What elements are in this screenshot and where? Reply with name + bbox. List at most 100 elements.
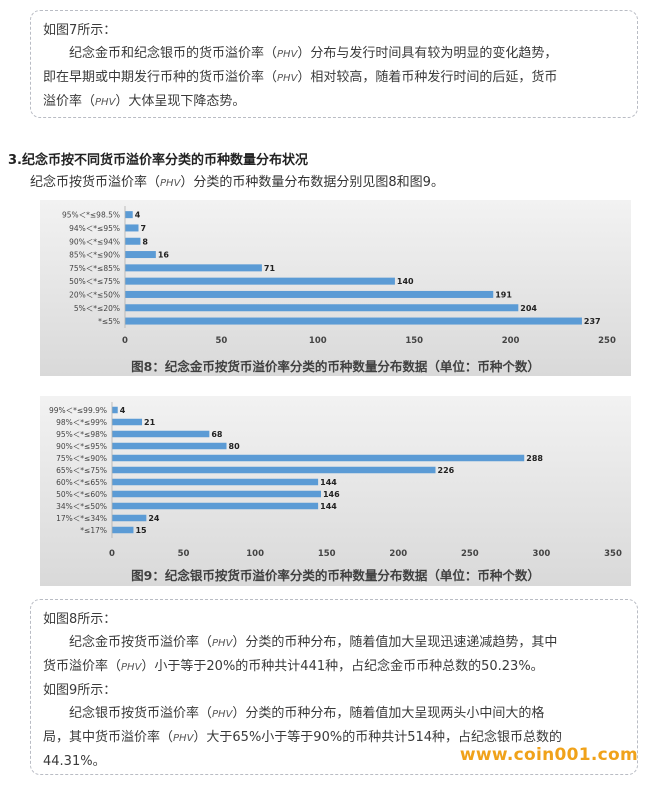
note-box-fig8-9: 如图8所示： 纪念金币按货币溢价率（PHV）分类的币种分布，随着值加大呈现迅速递… (30, 599, 638, 775)
category-label: 99%＜*≤99.9% (49, 406, 107, 415)
category-label: 17%＜*≤34% (56, 514, 107, 523)
bar (125, 224, 139, 232)
category-label: 98%＜*≤99% (56, 418, 107, 427)
note-text: ）相对较高，随着币种发行时间的后延，货币 (297, 70, 558, 85)
note-text: ）分类的币种分布，随着值加大呈现两头小中间大的格 (232, 706, 545, 721)
note-paragraph: 纪念金币按货币溢价率（PHV）分类的币种分布，随着值加大呈现迅速递减趋势，其中 (43, 631, 625, 655)
category-label: 5%＜*≤20% (74, 304, 120, 313)
bar (112, 454, 525, 462)
category-label: 50%＜*≤60% (56, 490, 107, 499)
note-text: ）大于65%小于等于90%的币种共计514种，占纪念银币总数的 (193, 730, 563, 745)
note-heading: 如图9所示： (43, 683, 117, 698)
category-label: 85%＜*≤90% (69, 251, 120, 260)
category-label: 50%＜*≤75% (69, 277, 120, 286)
phv-symbol: PHV (277, 73, 298, 84)
note-paragraph: 纪念银币按货币溢价率（PHV）分类的币种分布，随着值加大呈现两头小中间大的格 (43, 702, 625, 726)
note-paragraph: 即在早期或中期发行币种的货币溢价率（PHV）相对较高，随着币种发行时间的后延，货… (43, 66, 625, 90)
category-label: 65%＜*≤75% (56, 466, 107, 475)
note-text: 即在早期或中期发行币种的货币溢价率（ (43, 70, 278, 85)
bar (112, 430, 210, 438)
category-label: 90%＜*≤95% (56, 442, 107, 451)
note-text: 纪念银币按货币溢价率（ (69, 706, 213, 721)
note-text: 纪念金币和纪念银币的货币溢价率（ (69, 46, 278, 61)
bar (125, 290, 494, 298)
note-paragraph: 局，其中货币溢价率（PHV）大于65%小于等于90%的币种共计514种，占纪念银… (43, 726, 625, 750)
x-tick-label: 250 (598, 336, 616, 346)
chart-fig8-caption: 图8：纪念金币按货币溢价率分类的币种数量分布数据（单位：币种个数） (131, 359, 540, 374)
chart-fig8-plot: 95%＜*≤98.5% 4 94%＜*≤95% 7 90%＜*≤94% 8 85%＜*≤90… (62, 206, 616, 346)
bar (125, 237, 141, 245)
category-label: 20%＜*≤50% (69, 290, 120, 299)
phv-symbol: PHV (121, 662, 142, 673)
bar (112, 406, 118, 414)
section-subtitle: 纪念币按货币溢价率（PHV）分类的币种数量分布数据分别见图8和图9。 (30, 171, 444, 190)
data-label: 204 (520, 304, 537, 313)
bar (125, 251, 156, 259)
x-tick-label: 150 (405, 336, 423, 346)
x-tick-label: 150 (318, 549, 336, 559)
bar (125, 264, 262, 272)
note-box-fig7: 如图7所示： 纪念金币和纪念银币的货币溢价率（PHV）分布与发行时间具有较为明显… (30, 10, 638, 118)
category-label: 90%＜*≤94% (69, 237, 120, 246)
phv-symbol: PHV (160, 178, 181, 189)
data-label: 4 (120, 406, 126, 415)
x-tick-label: 0 (122, 336, 128, 346)
category-label: 75%＜*≤90% (56, 454, 107, 463)
category-label: *≤17% (80, 526, 107, 535)
data-label: 144 (320, 502, 337, 511)
note-heading: 如图7所示： (43, 23, 117, 38)
bar (125, 211, 133, 219)
bar (125, 304, 519, 312)
data-label: 8 (142, 237, 148, 246)
x-tick-label: 200 (389, 549, 407, 559)
data-label: 7 (140, 224, 146, 233)
x-tick-label: 0 (109, 549, 115, 559)
note-paragraph: 44.31%。 (43, 754, 106, 769)
chart-fig9-caption: 图9：纪念银币按货币溢价率分类的币种数量分布数据（单位：币种个数） (131, 568, 540, 583)
data-label: 71 (264, 264, 276, 273)
category-label: 94%＜*≤95% (69, 224, 120, 233)
data-label: 226 (438, 466, 455, 475)
data-label: 191 (495, 290, 512, 299)
category-label: 60%＜*≤65% (56, 478, 107, 487)
phv-symbol: PHV (212, 709, 233, 720)
phv-symbol: PHV (173, 733, 194, 744)
x-tick-label: 250 (461, 549, 479, 559)
note-text: 局，其中货币溢价率（ (43, 730, 174, 745)
phv-symbol: PHV (277, 49, 298, 60)
bar (112, 526, 134, 534)
section-title: 3.纪念币按不同货币溢价率分类的币种数量分布状况 (8, 153, 308, 168)
data-label: 80 (229, 442, 241, 451)
data-label: 144 (320, 478, 337, 487)
data-label: 288 (526, 454, 543, 463)
note-text: 溢价率（ (43, 94, 96, 109)
phv-symbol: PHV (212, 638, 233, 649)
x-tick-label: 100 (309, 336, 327, 346)
note-text: ）大体呈现下降态势。 (115, 94, 246, 109)
note-text: ）分类的币种分布，随着值加大呈现迅速递减趋势，其中 (232, 635, 558, 650)
chart-fig9: 99%＜*≤99.9% 4 98%＜*≤99% 21 95%＜*≤98% 68 90%＜*≤… (40, 396, 631, 586)
x-tick-label: 300 (533, 549, 551, 559)
data-label: 146 (323, 490, 340, 499)
bar (112, 442, 227, 450)
bar (112, 418, 143, 426)
data-label: 68 (211, 430, 223, 439)
watermark-text: www.coin001.com (459, 745, 638, 765)
x-tick-label: 100 (246, 549, 264, 559)
x-tick-label: 200 (502, 336, 520, 346)
phv-symbol: PHV (95, 97, 116, 108)
x-tick-label: 50 (178, 549, 190, 559)
data-label: 24 (148, 514, 160, 523)
x-tick-label: 350 (604, 549, 622, 559)
category-label: 95%＜*≤98% (56, 430, 107, 439)
sub-text: 纪念币按货币溢价率（ (30, 175, 161, 190)
note-heading: 如图8所示： (43, 612, 117, 627)
category-label: 34%＜*≤50% (56, 502, 107, 511)
data-label: 237 (584, 317, 601, 326)
note-paragraph: 纪念金币和纪念银币的货币溢价率（PHV）分布与发行时间具有较为明显的变化趋势， (43, 42, 625, 66)
note-paragraph: 货币溢价率（PHV）小于等于20%的币种共计441种，占纪念金币币种总数的50.… (43, 655, 625, 679)
chart-fig9-plot: 99%＜*≤99.9% 4 98%＜*≤99% 21 95%＜*≤98% 68 90%＜*≤… (49, 402, 622, 559)
note-text: 纪念金币按货币溢价率（ (69, 635, 213, 650)
note-paragraph: 溢价率（PHV）大体呈现下降态势。 (43, 90, 625, 114)
x-tick-label: 50 (215, 336, 227, 346)
